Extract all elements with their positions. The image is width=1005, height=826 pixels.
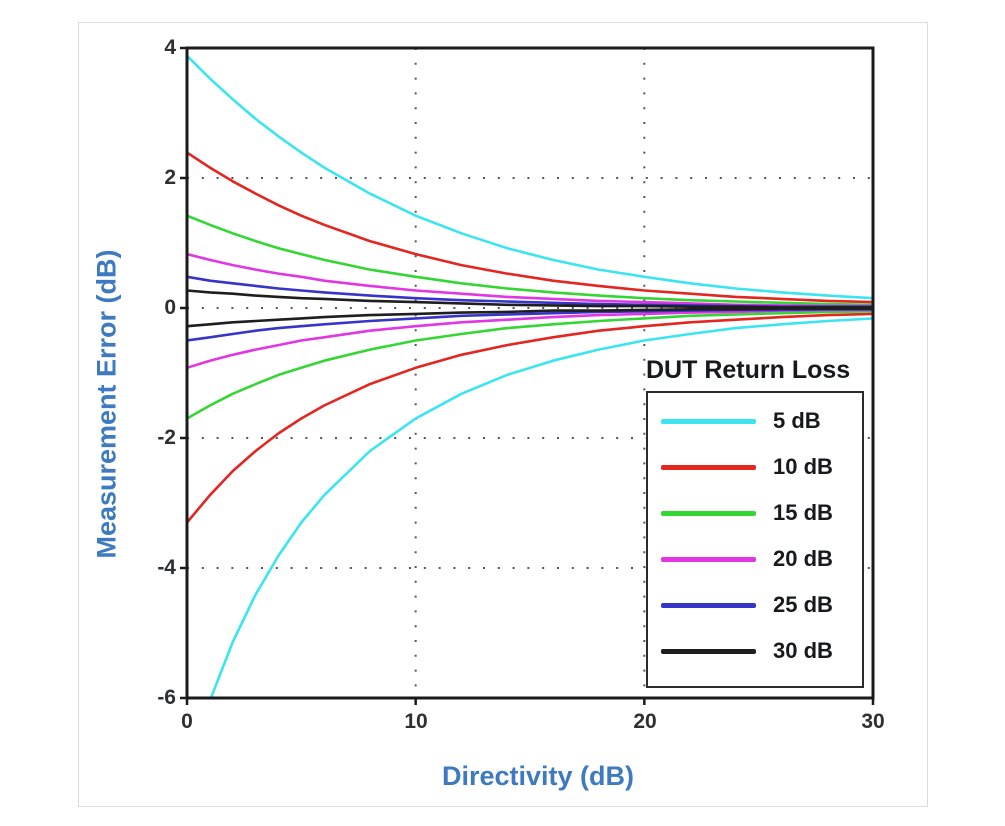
legend-swatch-10db xyxy=(661,464,756,470)
x-axis-title: Directivity (dB) xyxy=(441,761,635,791)
legend-label: 30 dB xyxy=(773,638,833,663)
legend-label: 15 dB xyxy=(773,500,833,525)
legend-label: 5 dB xyxy=(773,408,821,433)
legend-swatch-5db xyxy=(661,418,756,424)
legend-swatch-15db xyxy=(661,510,756,516)
legend-swatch-25db xyxy=(661,602,756,608)
x-tick-label: 30 xyxy=(861,710,885,733)
y-tick-label: -6 xyxy=(157,686,176,709)
legend-title: DUT Return Loss xyxy=(646,356,851,384)
legend-label: 25 dB xyxy=(773,592,833,617)
x-tick-label: 0 xyxy=(181,710,193,733)
legend-swatch-30db xyxy=(661,648,756,654)
legend: 5 dB 10 dB 15 dB 20 dB 25 dB 30 dB xyxy=(646,391,864,688)
legend-item: 20 dB xyxy=(648,536,862,582)
legend-item: 25 dB xyxy=(648,582,862,628)
y-tick-label: 0 xyxy=(164,296,176,319)
y-tick-label: 4 xyxy=(164,36,176,59)
y-axis-title: Measurement Error (dB) xyxy=(91,249,122,559)
legend-label: 10 dB xyxy=(773,454,833,479)
legend-label: 20 dB xyxy=(773,546,833,571)
y-tick-label: 2 xyxy=(164,166,176,189)
legend-item: 30 dB xyxy=(648,628,862,674)
y-tick-label: -4 xyxy=(157,556,176,579)
legend-item: 5 dB xyxy=(648,398,862,444)
legend-swatch-20db xyxy=(661,556,756,562)
x-tick-label: 20 xyxy=(633,710,657,733)
legend-item: 10 dB xyxy=(648,444,862,490)
x-tick-label: 10 xyxy=(404,710,428,733)
legend-item: 15 dB xyxy=(648,490,862,536)
y-tick-label: -2 xyxy=(157,426,176,449)
